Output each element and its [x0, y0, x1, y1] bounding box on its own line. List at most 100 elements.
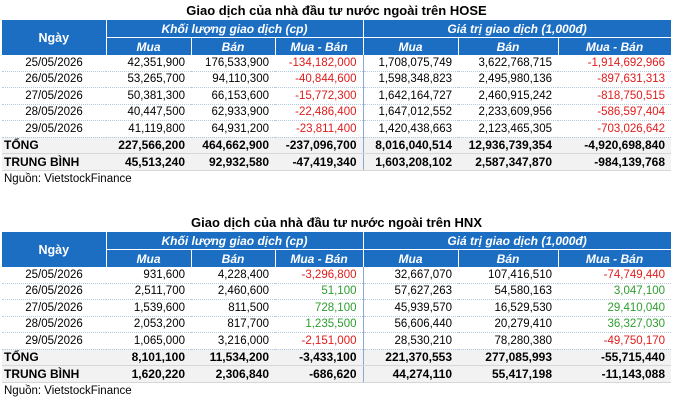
- row-date: 28/05/2026: [2, 104, 106, 121]
- average-value: 2,587,347,870: [458, 153, 558, 171]
- average-value: 45,513,240: [106, 153, 191, 171]
- row-value: 4,228,400: [191, 267, 275, 284]
- row-value: 1,708,075,749: [363, 55, 458, 72]
- row-value: 20,279,410: [458, 316, 558, 333]
- row-value: 2,511,700: [106, 283, 191, 300]
- row-value: -23,811,400: [275, 120, 364, 138]
- average-value: 2,306,840: [191, 365, 275, 383]
- row-value: 1,647,012,552: [363, 104, 458, 121]
- table-row: 26/05/2026 2,511,700 2,460,600 51,100 57,627…: [2, 283, 672, 300]
- row-value: 728,100: [275, 299, 364, 317]
- hnx-source: Nguồn: VietstockFinance: [4, 384, 132, 397]
- row-value: -22,486,400: [275, 104, 364, 121]
- row-date: 25/05/2026: [2, 55, 106, 72]
- row-value: 3,047,100: [558, 283, 672, 300]
- header-vol-sell: Bán: [191, 37, 276, 55]
- row-value: -74,749,440: [558, 267, 672, 284]
- row-value: 56,606,440: [363, 316, 458, 333]
- average-value: -11,143,088: [558, 365, 672, 383]
- row-value: 811,500: [191, 299, 275, 317]
- row-value: 36,327,030: [558, 316, 672, 333]
- average-value: -47,419,340: [275, 153, 364, 171]
- table-row: 26/05/2026 53,265,700 94,110,300 -40,844,60…: [2, 71, 672, 88]
- average-value: 1,620,220: [106, 365, 191, 383]
- row-date: 27/05/2026: [2, 87, 106, 105]
- header-vol-sell: Bán: [191, 249, 276, 267]
- row-value: 94,110,300: [191, 71, 275, 88]
- row-value: -1,914,692,966: [558, 55, 672, 72]
- row-value: 1,235,500: [275, 316, 364, 333]
- row-value: 66,153,600: [191, 87, 275, 105]
- row-value: 42,351,900: [106, 55, 191, 72]
- total-value: 11,534,200: [191, 349, 275, 366]
- row-value: 53,265,700: [106, 71, 191, 88]
- table-row: 27/05/2026 50,381,300 66,153,600 -15,772,30…: [2, 87, 672, 105]
- total-row: TỔNG 8,101,100 11,534,200 -3,433,100 221,370…: [2, 349, 672, 366]
- row-value: -15,772,300: [275, 87, 364, 105]
- total-value: 12,936,739,354: [458, 137, 558, 154]
- table-row: 25/05/2026 42,351,900 176,533,900 -134,182,…: [2, 55, 672, 72]
- table-row: 28/05/2026 2,053,200 817,700 1,235,500 56,60…: [2, 316, 672, 333]
- total-label: TỔNG: [2, 137, 106, 154]
- row-value: -703,026,642: [558, 120, 672, 138]
- table-row: 28/05/2026 40,447,500 62,933,900 -22,486,40…: [2, 104, 672, 121]
- total-value: 8,101,100: [106, 349, 191, 366]
- row-value: 29,410,040: [558, 299, 672, 317]
- row-value: 1,598,348,823: [363, 71, 458, 88]
- row-value: 2,123,465,305: [458, 120, 558, 138]
- total-value: 464,662,900: [191, 137, 275, 154]
- row-value: 3,216,000: [191, 332, 275, 350]
- row-value: -897,631,313: [558, 71, 672, 88]
- row-value: 45,939,570: [363, 299, 458, 317]
- hose-rows: 25/05/2026 42,351,900 176,533,900 -134,182,…: [2, 55, 672, 171]
- row-value: 2,495,980,136: [458, 71, 558, 88]
- hnx-section: Giao dịch của nhà đầu tư nước ngoài trên…: [0, 212, 673, 399]
- header-val-sell: Bán: [458, 249, 559, 267]
- table-row: 29/05/2026 1,065,000 3,216,000 -2,151,000 28…: [2, 332, 672, 350]
- row-value: -3,296,800: [275, 267, 364, 284]
- row-value: 57,627,263: [363, 283, 458, 300]
- header-vol-net: Mua - Bán: [275, 249, 364, 267]
- average-label: TRUNG BÌNH: [2, 153, 106, 171]
- average-value: 55,417,198: [458, 365, 558, 383]
- row-value: -818,750,515: [558, 87, 672, 105]
- row-value: 62,933,900: [191, 104, 275, 121]
- total-value: -3,433,100: [275, 349, 364, 366]
- row-value: 1,065,000: [106, 332, 191, 350]
- row-date: 25/05/2026: [2, 267, 106, 284]
- row-value: 51,100: [275, 283, 364, 300]
- row-value: 54,580,163: [458, 283, 558, 300]
- header-vol-buy: Mua: [106, 249, 192, 267]
- table-row: 29/05/2026 41,119,800 64,931,200 -23,811,40…: [2, 120, 672, 138]
- row-value: 2,053,200: [106, 316, 191, 333]
- hnx-rows: 25/05/2026 931,600 4,228,400 -3,296,800 32,6…: [2, 267, 672, 383]
- header-vol-buy: Mua: [106, 37, 192, 55]
- average-label: TRUNG BÌNH: [2, 365, 106, 383]
- row-value: -586,597,404: [558, 104, 672, 121]
- row-value: 32,667,070: [363, 267, 458, 284]
- row-value: 931,600: [106, 267, 191, 284]
- average-row: TRUNG BÌNH 45,513,240 92,932,580 -47,419,34…: [2, 153, 672, 171]
- row-value: 2,460,600: [191, 283, 275, 300]
- hose-source: Nguồn: VietstockFinance: [4, 172, 132, 185]
- row-value: 2,233,609,956: [458, 104, 558, 121]
- hose-table: Ngày Khối lượng giao dịch (cp) Giá trị g…: [2, 20, 672, 171]
- header-value-group: Giá trị giao dịch (1,000đ): [363, 232, 672, 250]
- total-value: 221,370,553: [363, 349, 458, 366]
- header-volume-group: Khối lượng giao dịch (cp): [106, 20, 364, 38]
- row-value: 1,420,438,663: [363, 120, 458, 138]
- row-value: 41,119,800: [106, 120, 191, 138]
- row-value: -134,182,000: [275, 55, 364, 72]
- header-value-group: Giá trị giao dịch (1,000đ): [363, 20, 672, 38]
- average-value: -984,139,768: [558, 153, 672, 171]
- row-value: -40,844,600: [275, 71, 364, 88]
- table-row: 25/05/2026 931,600 4,228,400 -3,296,800 32,6…: [2, 267, 672, 284]
- row-value: 64,931,200: [191, 120, 275, 138]
- hnx-title: Giao dịch của nhà đầu tư nước ngoài trên…: [191, 215, 482, 230]
- row-value: -49,750,170: [558, 332, 672, 350]
- average-value: 92,932,580: [191, 153, 275, 171]
- average-row: TRUNG BÌNH 1,620,220 2,306,840 -686,620 44,2…: [2, 365, 672, 383]
- row-value: -2,151,000: [275, 332, 364, 350]
- row-date: 29/05/2026: [2, 120, 106, 138]
- row-date: 27/05/2026: [2, 299, 106, 317]
